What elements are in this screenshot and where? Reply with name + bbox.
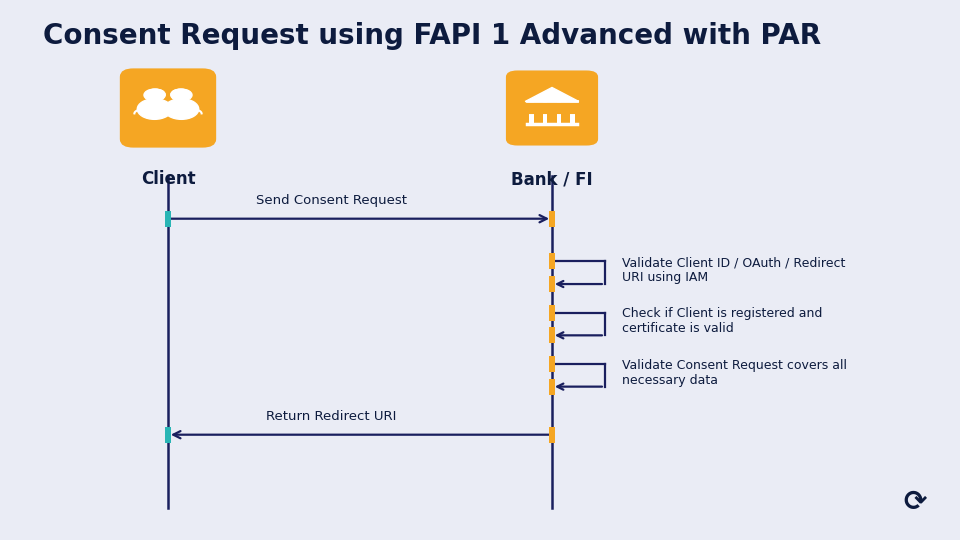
Circle shape [146, 89, 165, 100]
FancyBboxPatch shape [534, 102, 543, 123]
FancyBboxPatch shape [549, 356, 555, 372]
Text: Validate Consent Request covers all
necessary data: Validate Consent Request covers all nece… [622, 359, 847, 387]
FancyBboxPatch shape [165, 211, 171, 227]
FancyBboxPatch shape [549, 211, 555, 227]
FancyBboxPatch shape [529, 112, 575, 124]
FancyBboxPatch shape [549, 253, 555, 269]
Text: Validate Client ID / OAuth / Redirect
URI using IAM: Validate Client ID / OAuth / Redirect UR… [622, 256, 846, 284]
Text: Consent Request using FAPI 1 Advanced with PAR: Consent Request using FAPI 1 Advanced wi… [43, 22, 822, 50]
FancyBboxPatch shape [122, 70, 214, 145]
FancyBboxPatch shape [561, 102, 570, 123]
Text: Check if Client is registered and
certificate is valid: Check if Client is registered and certif… [622, 307, 823, 335]
Text: ⟳: ⟳ [903, 488, 926, 516]
FancyBboxPatch shape [165, 427, 171, 443]
Text: 👥: 👥 [160, 96, 176, 120]
Text: Send Consent Request: Send Consent Request [255, 194, 407, 207]
Ellipse shape [137, 99, 172, 119]
Circle shape [171, 89, 192, 101]
FancyBboxPatch shape [506, 70, 598, 145]
FancyBboxPatch shape [549, 427, 555, 443]
Circle shape [144, 89, 165, 101]
FancyBboxPatch shape [549, 276, 555, 292]
Ellipse shape [164, 99, 199, 119]
Text: Bank / FI: Bank / FI [511, 170, 593, 188]
FancyBboxPatch shape [549, 379, 555, 395]
Text: Return Redirect URI: Return Redirect URI [266, 410, 396, 423]
Circle shape [171, 89, 190, 100]
FancyBboxPatch shape [547, 102, 557, 123]
Text: Client: Client [141, 170, 195, 188]
FancyBboxPatch shape [549, 327, 555, 343]
FancyBboxPatch shape [549, 305, 555, 321]
Polygon shape [525, 87, 579, 102]
